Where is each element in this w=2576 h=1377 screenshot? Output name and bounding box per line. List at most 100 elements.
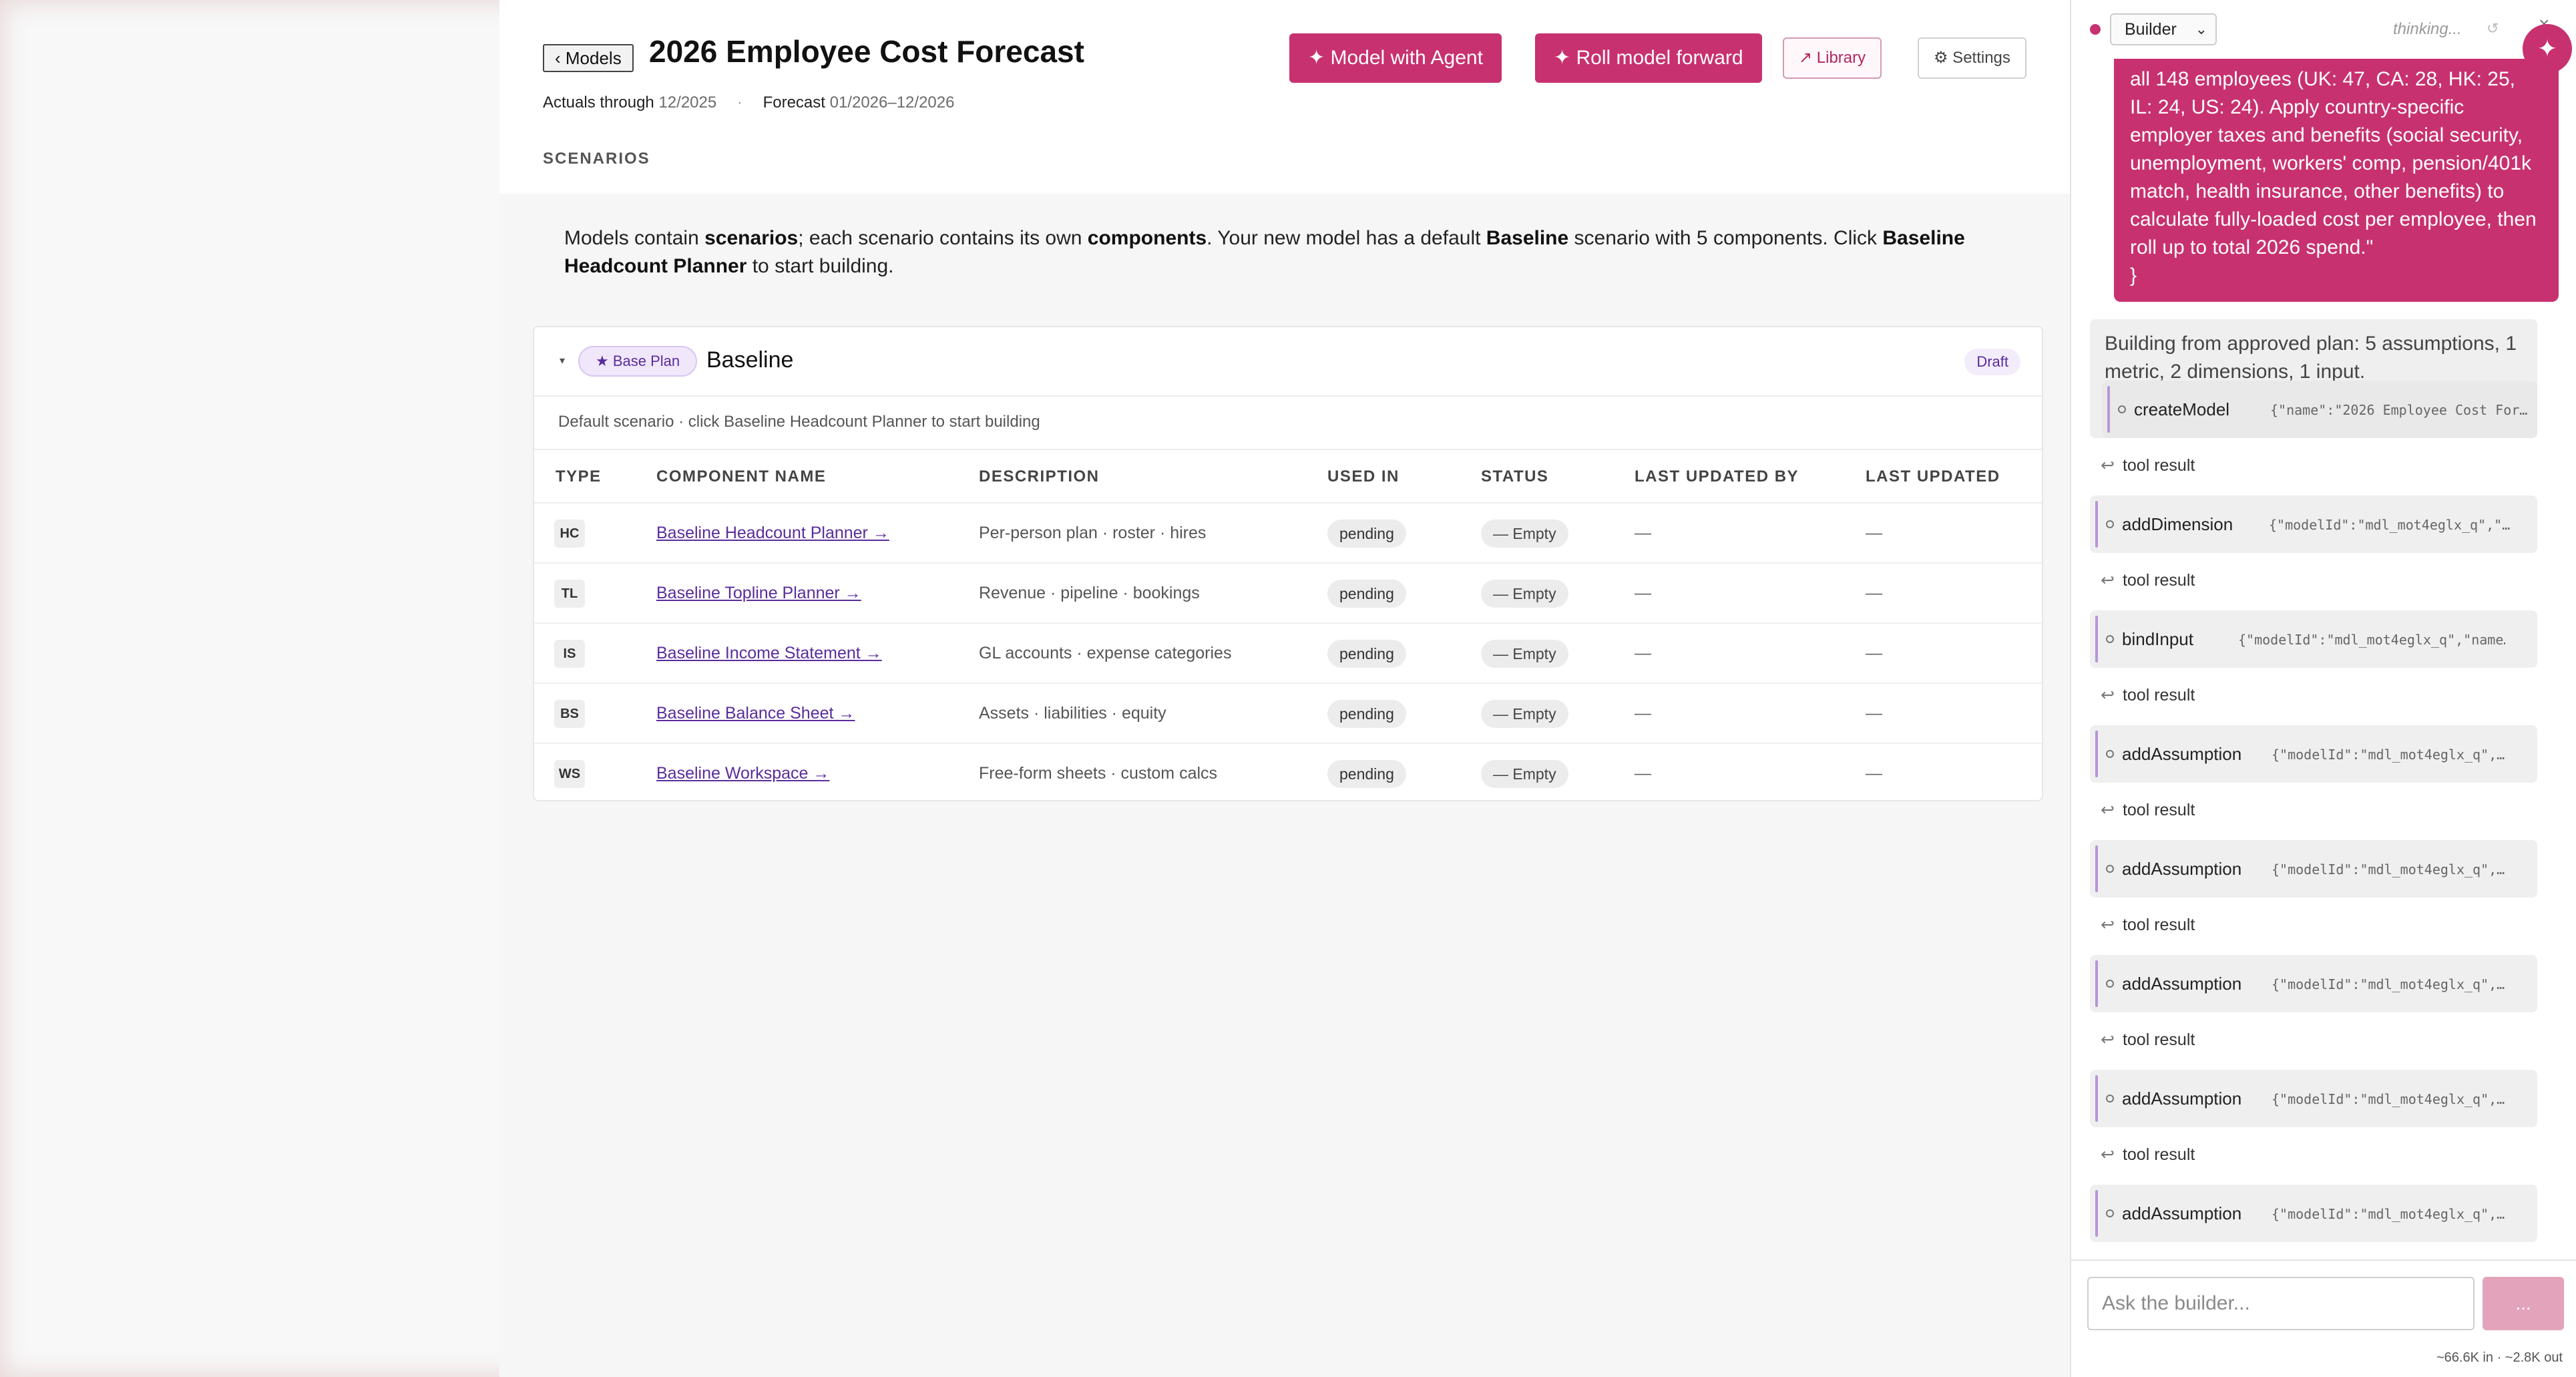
tool-call-accent	[2107, 386, 2110, 433]
last-updated: —	[1866, 704, 1882, 723]
status-badge: — Empty	[1481, 700, 1568, 728]
component-link[interactable]: Baseline Balance Sheet →	[656, 704, 855, 723]
table-row: IS Baseline Income Statement → GL accoun…	[534, 624, 2042, 684]
ask-builder-input[interactable]	[2087, 1277, 2475, 1330]
component-description: Revenue · pipeline · bookings	[979, 584, 1200, 602]
roll-model-forward-button[interactable]: ✦ Roll model forward	[1535, 33, 1762, 83]
builder-sidebar: Builder ⌄ thinking... ↺ × all 148 employ…	[2070, 0, 2576, 1377]
return-arrow-icon: ↩	[2101, 916, 2115, 934]
collapse-caret-icon[interactable]: ▾	[560, 355, 566, 367]
component-link[interactable]: Baseline Headcount Planner →	[656, 524, 889, 542]
tool-status-icon	[2106, 1095, 2114, 1103]
tool-name: addAssumption	[2122, 1203, 2242, 1223]
tool-result[interactable]: ↩ tool result	[2101, 685, 2195, 705]
tool-result[interactable]: ↩ tool result	[2101, 570, 2195, 590]
main-panel: ‹ Models 2026 Employee Cost Forecast Act…	[499, 0, 2070, 1377]
tool-result[interactable]: ↩ tool result	[2101, 1145, 2195, 1165]
refresh-icon[interactable]: ↺	[2487, 20, 2499, 37]
status-badge: — Empty	[1481, 580, 1568, 608]
tool-call[interactable]: createModel {"name":"2026 Employee Cost …	[2102, 381, 2537, 438]
components-table-header: TYPE COMPONENT NAME DESCRIPTION USED IN …	[534, 449, 2042, 504]
tool-call[interactable]: addAssumption {"modelId":"mdl_mot4eglx_q…	[2090, 840, 2537, 898]
settings-button[interactable]: ⚙ Settings	[1918, 37, 2026, 79]
column-last-updated: LAST UPDATED	[1866, 467, 2000, 485]
tool-status-icon	[2106, 980, 2114, 988]
tool-result[interactable]: ↩ tool result	[2101, 915, 2195, 935]
tool-call[interactable]: addAssumption {"modelId":"mdl_mot4eglx_q…	[2090, 725, 2537, 783]
component-type-chip: TL	[554, 580, 585, 608]
thinking-indicator: thinking...	[2393, 20, 2462, 38]
component-type-chip: BS	[554, 700, 585, 728]
used-in-badge: pending	[1327, 640, 1406, 668]
column-used-in: USED IN	[1327, 467, 1400, 485]
used-in-badge: pending	[1327, 520, 1406, 548]
status-dot-icon	[2090, 24, 2101, 35]
tool-args: {"modelId":"mdl_mot4eglx_q","name…	[2238, 632, 2505, 648]
user-message: all 148 employees (UK: 47, CA: 28, HK: 2…	[2114, 59, 2559, 302]
last-updated-by: —	[1635, 524, 1651, 542]
column-description: DESCRIPTION	[979, 467, 1100, 485]
model-with-agent-button[interactable]: ✦ Model with Agent	[1289, 33, 1502, 83]
tool-result[interactable]: ↩ tool result	[2101, 1030, 2195, 1050]
return-arrow-icon: ↩	[2101, 801, 2115, 819]
tool-status-icon	[2106, 520, 2114, 528]
component-link[interactable]: Baseline Topline Planner →	[656, 584, 861, 602]
mode-select[interactable]: Builder ⌄	[2110, 13, 2217, 45]
scenario-subtitle: Default scenario · click Baseline Headco…	[558, 413, 1040, 431]
tool-result-label: tool result	[2122, 456, 2195, 475]
tool-name: createModel	[2134, 399, 2230, 419]
table-row: WS Baseline Workspace → Free-form sheets…	[534, 744, 2042, 804]
component-link[interactable]: Baseline Workspace →	[656, 764, 830, 783]
tool-args: {"modelId":"mdl_mot4eglx_q",…	[2272, 976, 2505, 992]
last-updated: —	[1866, 644, 1882, 662]
sparkle-icon[interactable]: ✦	[2523, 24, 2572, 73]
base-plan-badge: ★ Base Plan	[578, 346, 698, 377]
tool-call-accent	[2095, 960, 2098, 1007]
tool-call[interactable]: addAssumption {"modelId":"mdl_mot4eglx_q…	[2090, 1070, 2537, 1127]
return-arrow-icon: ↩	[2101, 686, 2115, 705]
tool-result-label: tool result	[2122, 571, 2195, 590]
return-arrow-icon: ↩	[2101, 456, 2115, 475]
token-usage: ~66.6K in · ~2.8K out	[2436, 1350, 2563, 1365]
scenarios-tab[interactable]: SCENARIOS	[543, 150, 650, 168]
last-updated-by: —	[1635, 584, 1651, 602]
status-badge: — Empty	[1481, 640, 1568, 668]
send-button[interactable]: ...	[2483, 1277, 2564, 1330]
meta-separator: ·	[736, 93, 742, 112]
tool-status-icon	[2118, 405, 2126, 413]
period-meta: Actuals through 12/2025 · Forecast 01/20…	[543, 93, 954, 112]
return-arrow-icon: ↩	[2101, 1030, 2115, 1049]
last-updated: —	[1866, 584, 1882, 602]
component-description: GL accounts · expense categories	[979, 644, 1232, 662]
component-type-chip: IS	[554, 640, 585, 668]
used-in-badge: pending	[1327, 580, 1406, 608]
tool-result-label: tool result	[2122, 801, 2195, 819]
back-to-models-button[interactable]: ‹ Models	[543, 44, 634, 72]
tool-call[interactable]: addDimension {"modelId":"mdl_mot4eglx_q"…	[2090, 496, 2537, 553]
return-arrow-icon: ↩	[2101, 1145, 2115, 1164]
tool-call[interactable]: addAssumption {"modelId":"mdl_mot4eglx_q…	[2090, 1185, 2537, 1242]
tool-result[interactable]: ↩ tool result	[2101, 455, 2195, 475]
status-badge: — Empty	[1481, 520, 1568, 548]
column-last-updated-by: LAST UPDATED BY	[1635, 467, 1799, 485]
scenario-title: Baseline	[706, 347, 794, 373]
tool-result[interactable]: ↩ tool result	[2101, 800, 2195, 820]
tool-call[interactable]: addAssumption {"modelId":"mdl_mot4eglx_q…	[2090, 955, 2537, 1012]
tool-name: addAssumption	[2122, 744, 2242, 764]
tool-args: {"name":"2026 Employee Cost For…	[2270, 402, 2528, 418]
component-link[interactable]: Baseline Income Statement →	[656, 644, 882, 662]
tool-name: addAssumption	[2122, 859, 2242, 879]
tool-result-label: tool result	[2122, 1030, 2195, 1049]
sidebar-composer: ... ~66.6K in · ~2.8K out	[2071, 1259, 2576, 1377]
tool-call[interactable]: bindInput {"modelId":"mdl_mot4eglx_q","n…	[2090, 610, 2537, 668]
chevron-down-icon: ⌄	[2195, 21, 2207, 37]
tool-name: addDimension	[2122, 514, 2233, 534]
tool-call-accent	[2095, 1075, 2098, 1122]
library-button[interactable]: ↗ Library	[1783, 37, 1882, 79]
tool-status-icon	[2106, 635, 2114, 643]
tool-status-icon	[2106, 750, 2114, 758]
column-status: STATUS	[1481, 467, 1549, 485]
tool-args: {"modelId":"mdl_mot4eglx_q","…	[2269, 517, 2511, 533]
last-updated-by: —	[1635, 764, 1651, 783]
component-type-chip: HC	[554, 520, 585, 548]
